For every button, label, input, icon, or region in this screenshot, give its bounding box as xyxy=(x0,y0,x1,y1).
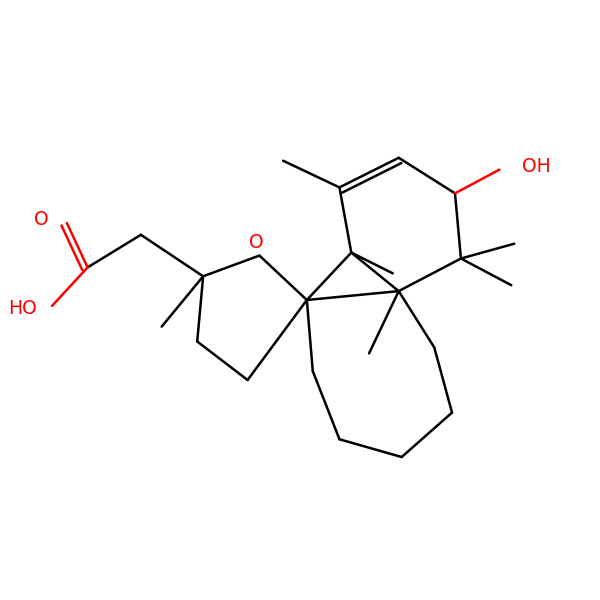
Text: O: O xyxy=(34,211,49,229)
Text: OH: OH xyxy=(522,157,551,176)
Text: O: O xyxy=(249,233,264,252)
Text: HO: HO xyxy=(8,299,37,319)
